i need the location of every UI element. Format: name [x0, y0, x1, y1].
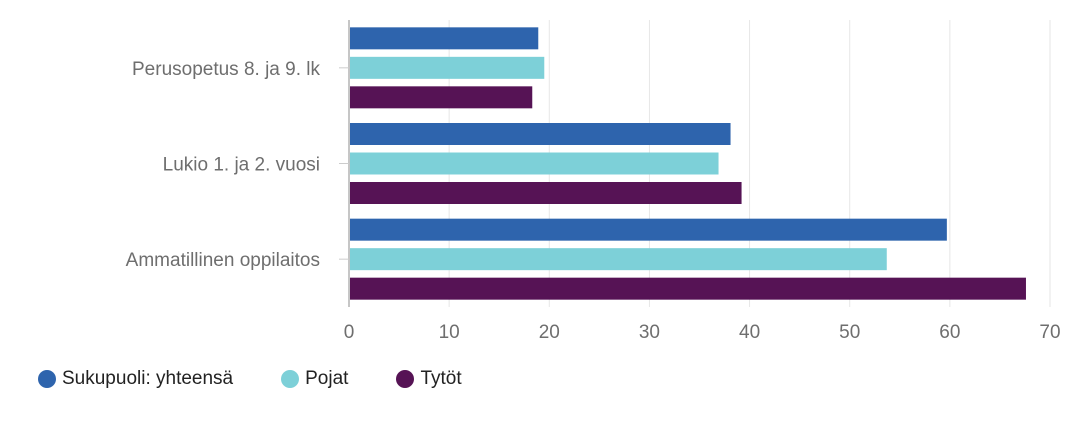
legend-label-boys: Pojat — [305, 368, 349, 389]
bar[interactable] — [350, 56, 545, 79]
x-tick-label: 20 — [539, 322, 560, 343]
x-tick-label: 10 — [439, 322, 460, 343]
category-label: Perusopetus 8. ja 9. lk — [132, 59, 320, 80]
x-tick-label: 0 — [344, 322, 355, 343]
category-label: Lukio 1. ja 2. vuosi — [163, 155, 320, 176]
legend-marker-total — [38, 370, 56, 388]
bar[interactable] — [350, 182, 742, 204]
bar[interactable] — [350, 248, 887, 271]
legend-marker-boys — [281, 370, 300, 388]
bars — [350, 27, 1026, 300]
legend-label-girls: Tytöt — [420, 368, 462, 389]
bar[interactable] — [350, 277, 1026, 300]
legend: Sukupuoli: yhteensä Pojat Tytöt — [38, 368, 510, 390]
x-tick-label: 60 — [939, 322, 960, 343]
legend-label-total: Sukupuoli: yhteensä — [62, 368, 234, 389]
category-label: Ammatillinen oppilaitos — [126, 250, 320, 271]
x-tick-labels: 0 10 20 30 40 50 60 70 — [344, 322, 1061, 343]
bar[interactable] — [350, 27, 539, 50]
bar[interactable] — [350, 152, 719, 175]
bar[interactable] — [350, 218, 947, 241]
x-tick-label: 40 — [739, 322, 760, 343]
legend-item-boys[interactable]: Pojat — [281, 368, 348, 390]
bar[interactable] — [350, 86, 533, 109]
legend-marker-girls — [396, 370, 415, 388]
category-labels: Perusopetus 8. ja 9. lk Lukio 1. ja 2. vu… — [126, 59, 349, 271]
x-tick-label: 70 — [1039, 322, 1060, 343]
bar[interactable] — [350, 123, 731, 145]
x-tick-label: 30 — [639, 322, 660, 343]
legend-item-total[interactable]: Sukupuoli: yhteensä — [38, 368, 233, 390]
legend-item-girls[interactable]: Tytöt — [396, 368, 462, 390]
x-tick-label: 50 — [839, 322, 860, 343]
